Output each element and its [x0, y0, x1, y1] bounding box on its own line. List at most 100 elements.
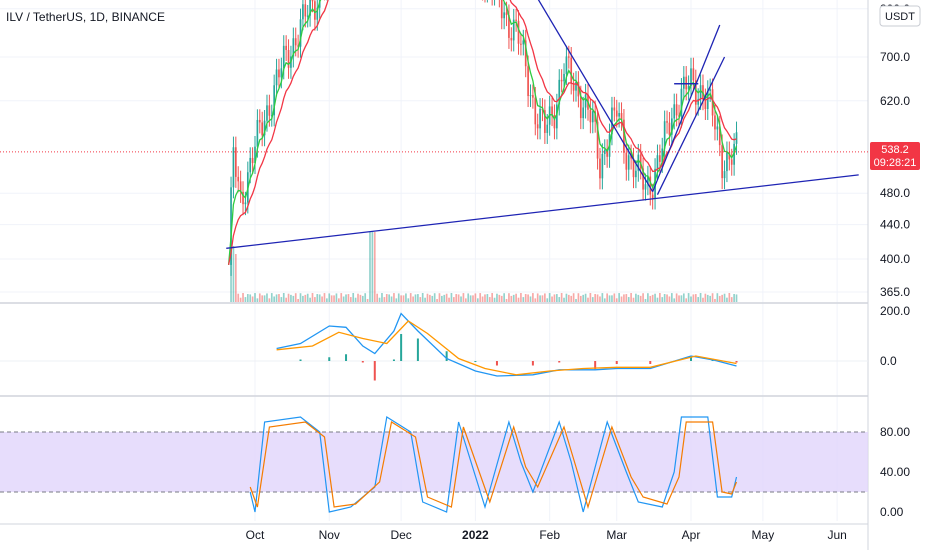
volume-bar [663, 294, 666, 302]
candle-body [311, 0, 314, 2]
candle-body [522, 40, 525, 45]
volume-bar [290, 294, 292, 302]
volume-bar [579, 295, 582, 302]
volume-bar [242, 293, 244, 302]
volume-bar [390, 296, 393, 302]
volume-bar [342, 296, 345, 302]
volume-bar [299, 293, 302, 302]
macd-line [276, 312, 737, 377]
volume-bar [457, 294, 460, 302]
volume-bar [733, 294, 735, 302]
volume-bar [381, 293, 383, 302]
candle-body [536, 124, 539, 129]
candle-body [680, 88, 683, 117]
volume-bar [345, 294, 347, 302]
volume-bar [484, 294, 486, 302]
candle-body [529, 95, 532, 97]
volume-bar [615, 298, 618, 302]
candle-body [280, 68, 283, 78]
candle-body [644, 184, 647, 190]
ma-group [227, 0, 738, 266]
volume-bar [479, 293, 482, 302]
candle-body [687, 86, 690, 90]
trend-line-2[interactable] [652, 24, 721, 192]
volume-bar [491, 293, 494, 302]
candle-body [510, 37, 513, 41]
candle-body [299, 19, 302, 47]
volume-bar [438, 293, 441, 302]
volume-bar [268, 298, 271, 302]
candle-body [685, 76, 688, 90]
candle-body [618, 113, 620, 117]
volume-bar [620, 296, 623, 302]
price-tick-label: 620.0 [880, 94, 910, 108]
volume-bar [493, 297, 496, 302]
time-tick-label: Jun [827, 528, 846, 542]
trend-line-1[interactable] [521, 0, 654, 193]
volume-bar [524, 294, 527, 302]
candle-body [582, 107, 585, 119]
volume-bar [651, 294, 654, 302]
volume-bar [395, 298, 398, 302]
volume-bar [405, 293, 407, 302]
candle-body [620, 113, 623, 120]
volume-bar [544, 293, 546, 302]
candle-body [230, 187, 232, 265]
candle-body [258, 119, 261, 123]
volume-bar [520, 293, 522, 302]
candle-body [728, 152, 731, 160]
candle-body [563, 73, 565, 82]
volume-bar [596, 294, 599, 302]
volume-bar [553, 294, 556, 302]
volume-bar [316, 294, 319, 302]
candle-body [503, 12, 505, 19]
candle-body [237, 176, 240, 182]
stoch-tick-label: 40.00 [880, 465, 910, 479]
candle-body [630, 155, 632, 159]
volume-bar [488, 297, 491, 302]
trend-line-3[interactable] [656, 56, 726, 195]
volume-bar [431, 295, 434, 302]
macd-panel [0, 312, 868, 381]
volume-bar [388, 294, 390, 302]
candle-body [656, 155, 659, 169]
usdt-unit-button[interactable] [879, 5, 921, 27]
volume-bar [452, 297, 455, 302]
candle-body [294, 38, 297, 46]
volume-bar [464, 298, 467, 302]
volume-bar [632, 297, 635, 302]
trend-line-0[interactable] [226, 174, 859, 249]
volume-bar [697, 297, 700, 302]
candle-body [527, 66, 529, 97]
candle-body [251, 157, 254, 164]
candle-body [723, 171, 726, 179]
candle-body [508, 15, 510, 38]
volume-bar [656, 297, 659, 302]
volume-bar [560, 293, 563, 302]
candle-body [306, 15, 309, 17]
candle-body [254, 146, 256, 164]
candle-body [558, 79, 561, 105]
volume-bar [685, 298, 688, 302]
volume-bar [694, 294, 697, 302]
volume-bar [340, 293, 343, 302]
candle-body [706, 90, 709, 109]
candle-body [668, 122, 671, 135]
volume-bar [603, 298, 606, 302]
volume-bar [625, 294, 628, 302]
candle-body [632, 158, 635, 178]
volume-bar [563, 297, 565, 302]
volume-bar [254, 293, 256, 302]
volume-bar [321, 296, 323, 302]
volume-bar [282, 293, 285, 302]
price-tick-label: 400.0 [880, 252, 910, 266]
candle-body [232, 147, 235, 188]
candle-body [682, 76, 685, 89]
volume-bars [230, 232, 738, 302]
moving-averages [227, 0, 738, 266]
candle-body [314, 1, 316, 20]
volume-bar [467, 293, 470, 302]
candle-body [570, 57, 573, 84]
volume-bar [237, 293, 240, 302]
